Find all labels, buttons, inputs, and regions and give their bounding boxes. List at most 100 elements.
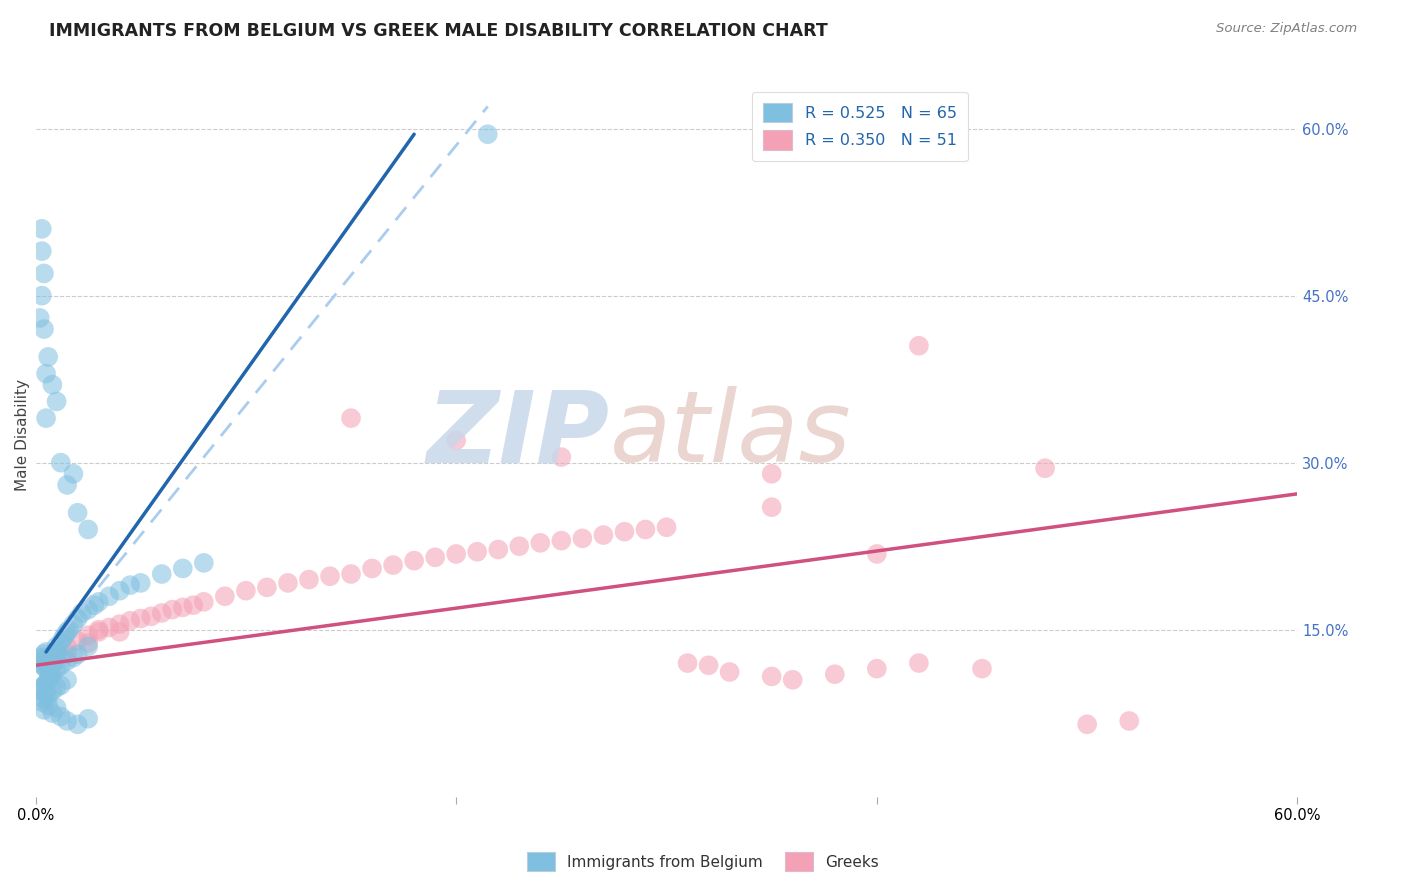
Point <box>45 647 67 661</box>
Point <box>172 561 194 575</box>
Point <box>970 662 993 676</box>
Point <box>382 558 405 573</box>
Point <box>340 411 363 425</box>
Point <box>141 609 163 624</box>
Point <box>56 478 79 492</box>
Point <box>49 658 72 673</box>
Point <box>41 650 63 665</box>
Point <box>56 624 79 639</box>
Point <box>465 545 488 559</box>
Point <box>1076 717 1098 731</box>
Point <box>52 632 75 646</box>
Point <box>39 669 62 683</box>
Point <box>32 654 55 668</box>
Point <box>58 623 80 637</box>
Point <box>193 556 215 570</box>
Point <box>120 578 142 592</box>
Y-axis label: Male Disability: Male Disability <box>15 379 30 491</box>
Point <box>35 645 58 659</box>
Point <box>39 656 62 670</box>
Point <box>613 524 636 539</box>
Point <box>83 598 105 612</box>
Point <box>256 580 278 594</box>
Point <box>361 561 384 575</box>
Point <box>486 542 509 557</box>
Point <box>37 665 59 679</box>
Point <box>37 350 59 364</box>
Point <box>181 598 204 612</box>
Point <box>37 698 59 713</box>
Point <box>56 714 79 728</box>
Point <box>62 467 84 481</box>
Point <box>37 673 59 687</box>
Point <box>49 636 72 650</box>
Point <box>35 662 58 676</box>
Point <box>782 673 804 687</box>
Point <box>634 523 657 537</box>
Point <box>129 575 152 590</box>
Point <box>66 611 89 625</box>
Point <box>31 658 53 673</box>
Point <box>31 288 53 302</box>
Point <box>31 681 53 695</box>
Point <box>172 600 194 615</box>
Legend: R = 0.525   N = 65, R = 0.350   N = 51: R = 0.525 N = 65, R = 0.350 N = 51 <box>752 92 967 161</box>
Point <box>77 640 100 654</box>
Point <box>66 717 89 731</box>
Point <box>298 573 321 587</box>
Point <box>28 310 51 325</box>
Point <box>866 547 889 561</box>
Point <box>41 706 63 721</box>
Point <box>66 633 89 648</box>
Text: ZIP: ZIP <box>427 386 610 483</box>
Point <box>277 575 299 590</box>
Point <box>70 606 93 620</box>
Point <box>56 640 79 654</box>
Point <box>718 665 741 679</box>
Point <box>28 684 51 698</box>
Point <box>77 602 100 616</box>
Point <box>35 687 58 701</box>
Point <box>77 523 100 537</box>
Point <box>550 450 572 464</box>
Point <box>41 684 63 698</box>
Point <box>48 642 70 657</box>
Point <box>98 620 121 634</box>
Point <box>45 640 67 654</box>
Point <box>32 678 55 692</box>
Point <box>66 506 89 520</box>
Point <box>41 377 63 392</box>
Point <box>32 647 55 661</box>
Point <box>908 656 931 670</box>
Point <box>62 650 84 665</box>
Point <box>425 550 447 565</box>
Point <box>44 654 66 668</box>
Point <box>32 691 55 706</box>
Point <box>761 500 783 515</box>
Point <box>31 244 53 259</box>
Point <box>41 658 63 673</box>
Point <box>77 636 100 650</box>
Point <box>319 569 342 583</box>
Point <box>120 614 142 628</box>
Point <box>508 539 530 553</box>
Point <box>49 709 72 723</box>
Point <box>108 617 131 632</box>
Point <box>56 654 79 668</box>
Point <box>77 712 100 726</box>
Point <box>150 566 173 581</box>
Text: atlas: atlas <box>610 386 852 483</box>
Point <box>32 703 55 717</box>
Point <box>108 624 131 639</box>
Point <box>529 536 551 550</box>
Point <box>592 528 614 542</box>
Point <box>39 669 62 683</box>
Point <box>49 456 72 470</box>
Point <box>340 566 363 581</box>
Point <box>35 650 58 665</box>
Point <box>108 583 131 598</box>
Point <box>37 658 59 673</box>
Point <box>35 367 58 381</box>
Point <box>66 647 89 661</box>
Point <box>404 554 426 568</box>
